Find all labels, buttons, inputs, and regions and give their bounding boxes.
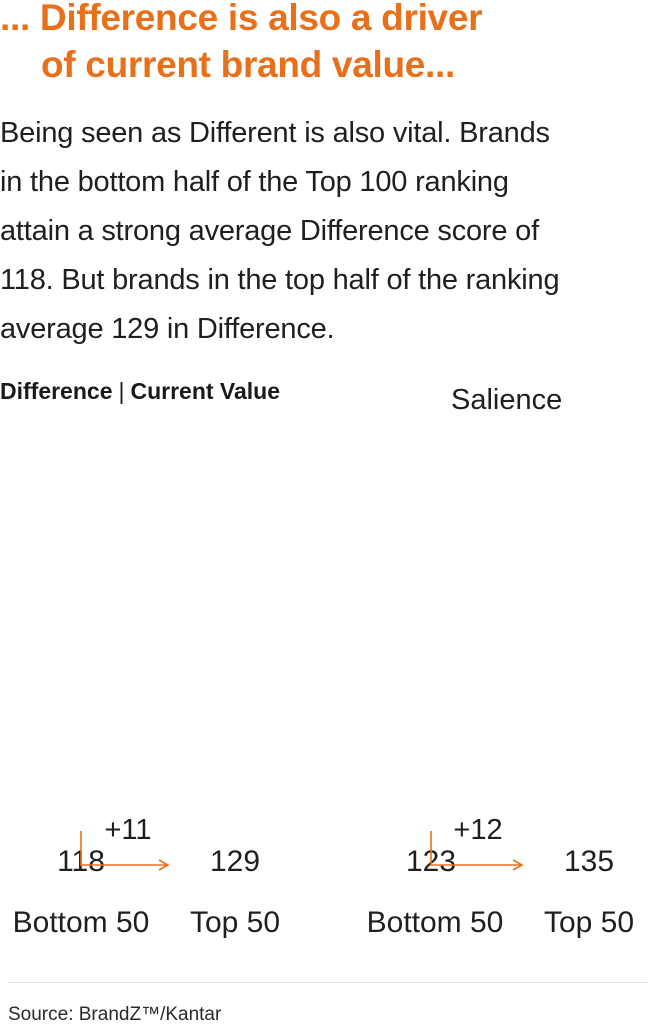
source-note: Source: BrandZ™/Kantar bbox=[8, 1004, 222, 1025]
chart-title-separator: | bbox=[118, 378, 125, 404]
chart-difference-title-part-1: Difference bbox=[0, 378, 113, 404]
source-divider bbox=[8, 982, 648, 983]
headline-line-1: ... Difference is also a driver bbox=[0, 0, 483, 38]
difference-arrow-chart2 bbox=[430, 831, 524, 871]
body-line-4: 118. But brands in the top half of the r… bbox=[0, 264, 560, 296]
chart-difference-title: Difference | Current Value bbox=[0, 376, 280, 406]
difference-annotation-chart2: +12 bbox=[453, 814, 502, 846]
body-line-3: attain a strong average Difference score… bbox=[0, 215, 539, 247]
difference-arrow-chart1 bbox=[80, 831, 170, 871]
data-label-chart2-top-50: 135 bbox=[564, 845, 614, 878]
data-label-chart1-top-50: 129 bbox=[210, 845, 260, 878]
difference-annotation-chart1: +11 bbox=[104, 814, 151, 846]
category-label-chart1-top-50: Top 50 bbox=[190, 906, 280, 939]
body-line-2: in the bottom half of the Top 100 rankin… bbox=[0, 166, 509, 198]
category-label-chart2-top-50: Top 50 bbox=[544, 906, 634, 939]
body-line-5: average 129 in Difference. bbox=[0, 313, 335, 345]
body-line-1: Being seen as Different is also vital. B… bbox=[0, 117, 550, 149]
headline: ... Difference is also a driver of curre… bbox=[0, 0, 648, 88]
category-label-chart1-bottom-50: Bottom 50 bbox=[13, 906, 150, 939]
chart-salience-title: Salience bbox=[451, 384, 563, 416]
headline-line-2: of current brand value... bbox=[41, 44, 455, 85]
body-paragraph: Being seen as Different is also vital. B… bbox=[0, 109, 648, 354]
chart-difference-title-part-2: Current Value bbox=[130, 378, 281, 404]
category-label-chart2-bottom-50: Bottom 50 bbox=[367, 906, 504, 939]
